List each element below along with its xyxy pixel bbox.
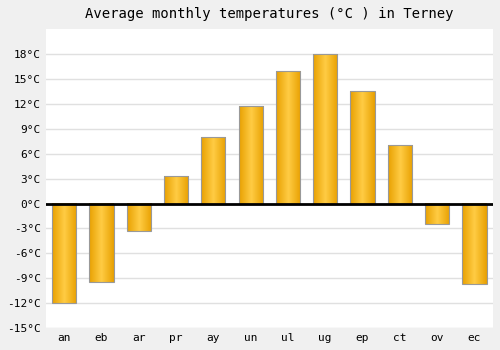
Bar	[425, 204, 449, 224]
Bar	[350, 91, 374, 204]
Bar	[126, 204, 151, 231]
Bar	[164, 176, 188, 204]
Bar	[388, 145, 412, 204]
Bar	[238, 106, 263, 204]
Bar	[313, 54, 338, 204]
Bar	[201, 137, 226, 204]
Bar	[462, 204, 486, 284]
Bar	[276, 71, 300, 204]
Title: Average monthly temperatures (°C ) in Terney: Average monthly temperatures (°C ) in Te…	[85, 7, 454, 21]
Bar	[52, 204, 76, 303]
Bar	[90, 204, 114, 282]
